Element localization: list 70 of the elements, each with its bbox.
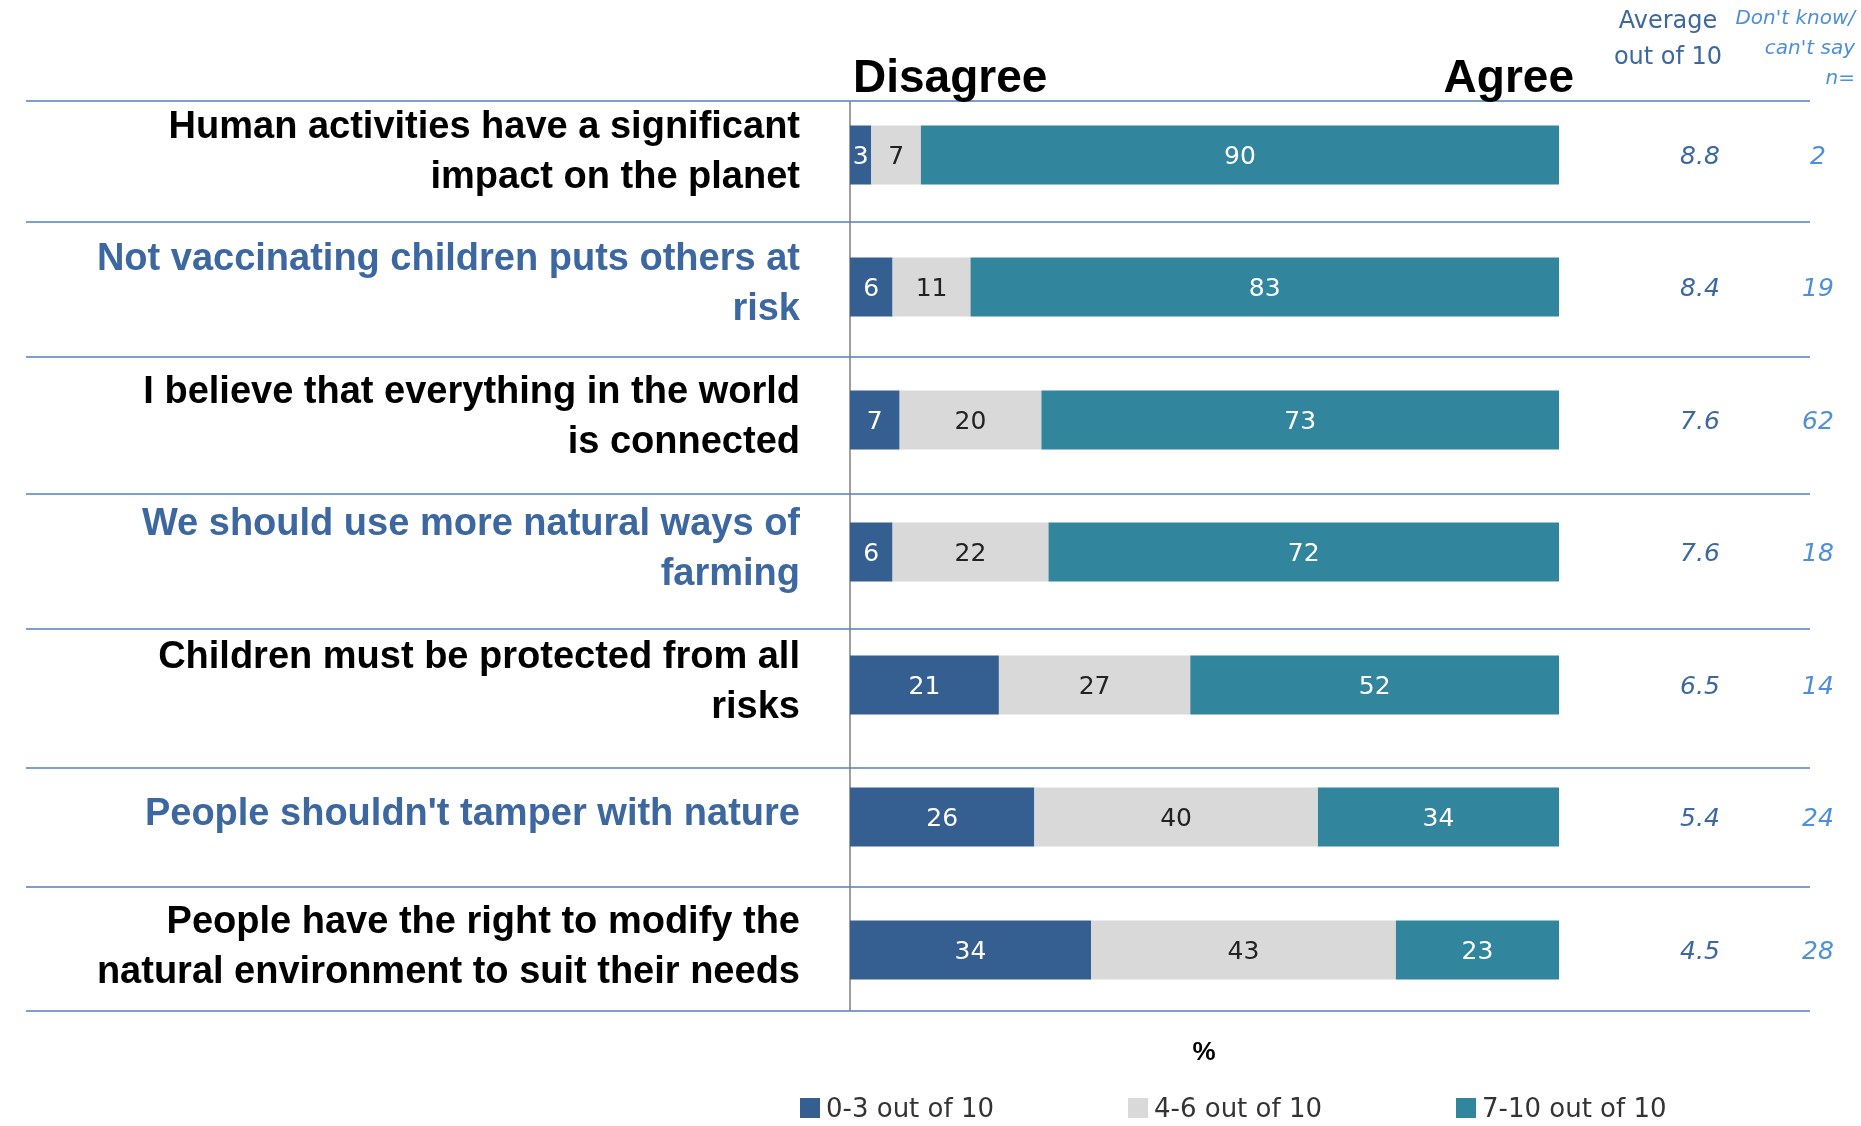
data-label: 34	[954, 936, 987, 965]
text: 28	[1802, 936, 1834, 965]
bar	[899, 390, 1042, 450]
data-label: 11	[915, 273, 948, 302]
data-label: 90	[1224, 141, 1256, 170]
y-tick-label: Not vaccinating children puts others at risk	[96, 236, 801, 328]
text: 19	[1802, 273, 1834, 302]
text: 8.8	[1680, 141, 1720, 170]
bar	[970, 257, 1559, 317]
text: Average out of 10	[1613, 6, 1723, 70]
data-label: 40	[1160, 803, 1193, 832]
text: 62	[1802, 406, 1834, 435]
bar	[850, 522, 893, 582]
text: 6.5	[1680, 671, 1720, 700]
bar	[871, 125, 921, 185]
data-label: 20	[954, 406, 987, 435]
data-label: 21	[908, 671, 941, 700]
bar	[892, 522, 1049, 582]
bar	[1041, 390, 1559, 450]
y-tick-label: Human activities have a significant impact on the planet	[168, 104, 801, 196]
text: 18	[1802, 538, 1834, 567]
data-label: 6	[863, 273, 880, 302]
bar	[892, 257, 971, 317]
data-label: 23	[1461, 936, 1494, 965]
y-tick-label: People have the right to modify the natural environment to suit their needs	[96, 899, 800, 991]
bar	[1395, 920, 1559, 980]
text: 7.6	[1680, 406, 1720, 435]
legend-label: 7-10 out of 10	[1482, 1093, 1667, 1123]
bar	[850, 257, 893, 317]
data-label: 72	[1287, 538, 1320, 567]
data-label: 43	[1227, 936, 1260, 965]
data-label: 83	[1248, 273, 1281, 302]
y-tick-label: Children must be protected from all risks	[158, 634, 800, 726]
data-label: 7	[866, 406, 883, 435]
y-tick-label: We should use more natural ways of farming	[141, 501, 801, 593]
data-label: 22	[954, 538, 987, 567]
data-label: 73	[1284, 406, 1317, 435]
bar	[1091, 920, 1396, 980]
text: 24	[1802, 803, 1834, 832]
text: 5.4	[1680, 803, 1720, 832]
text: 8.4	[1680, 273, 1720, 302]
data-label: 34	[1422, 803, 1455, 832]
bar	[850, 390, 900, 450]
data-label: 7	[888, 141, 905, 170]
bar	[998, 655, 1191, 715]
annotation: Disagree	[853, 50, 1048, 102]
data-label: 52	[1358, 671, 1391, 700]
data-label: 27	[1078, 671, 1111, 700]
legend-label: 0-3 out of 10	[826, 1093, 994, 1123]
bar	[1048, 522, 1559, 582]
text: 4.5	[1680, 936, 1720, 965]
data-label: 3	[852, 141, 869, 170]
bar	[850, 920, 1092, 980]
y-tick-label: People shouldn't tamper with nature	[144, 791, 800, 833]
data-label: 6	[863, 538, 880, 567]
y-tick-label: I believe that everything in the world is connected	[143, 369, 800, 461]
bar	[1190, 655, 1559, 715]
text: Don't know/ can't say n=	[1735, 5, 1858, 89]
bar	[850, 655, 999, 715]
data-label: 26	[926, 803, 959, 832]
x-axis-title: %	[1192, 1036, 1216, 1066]
text: 7.6	[1680, 538, 1720, 567]
bar	[1317, 787, 1559, 847]
annotation: Agree	[1443, 50, 1574, 102]
text: 2	[1810, 141, 1826, 170]
text: 14	[1802, 671, 1834, 700]
bar	[1034, 787, 1318, 847]
bar	[920, 125, 1559, 185]
legend-label: 4-6 out of 10	[1154, 1093, 1322, 1123]
bar	[850, 787, 1035, 847]
